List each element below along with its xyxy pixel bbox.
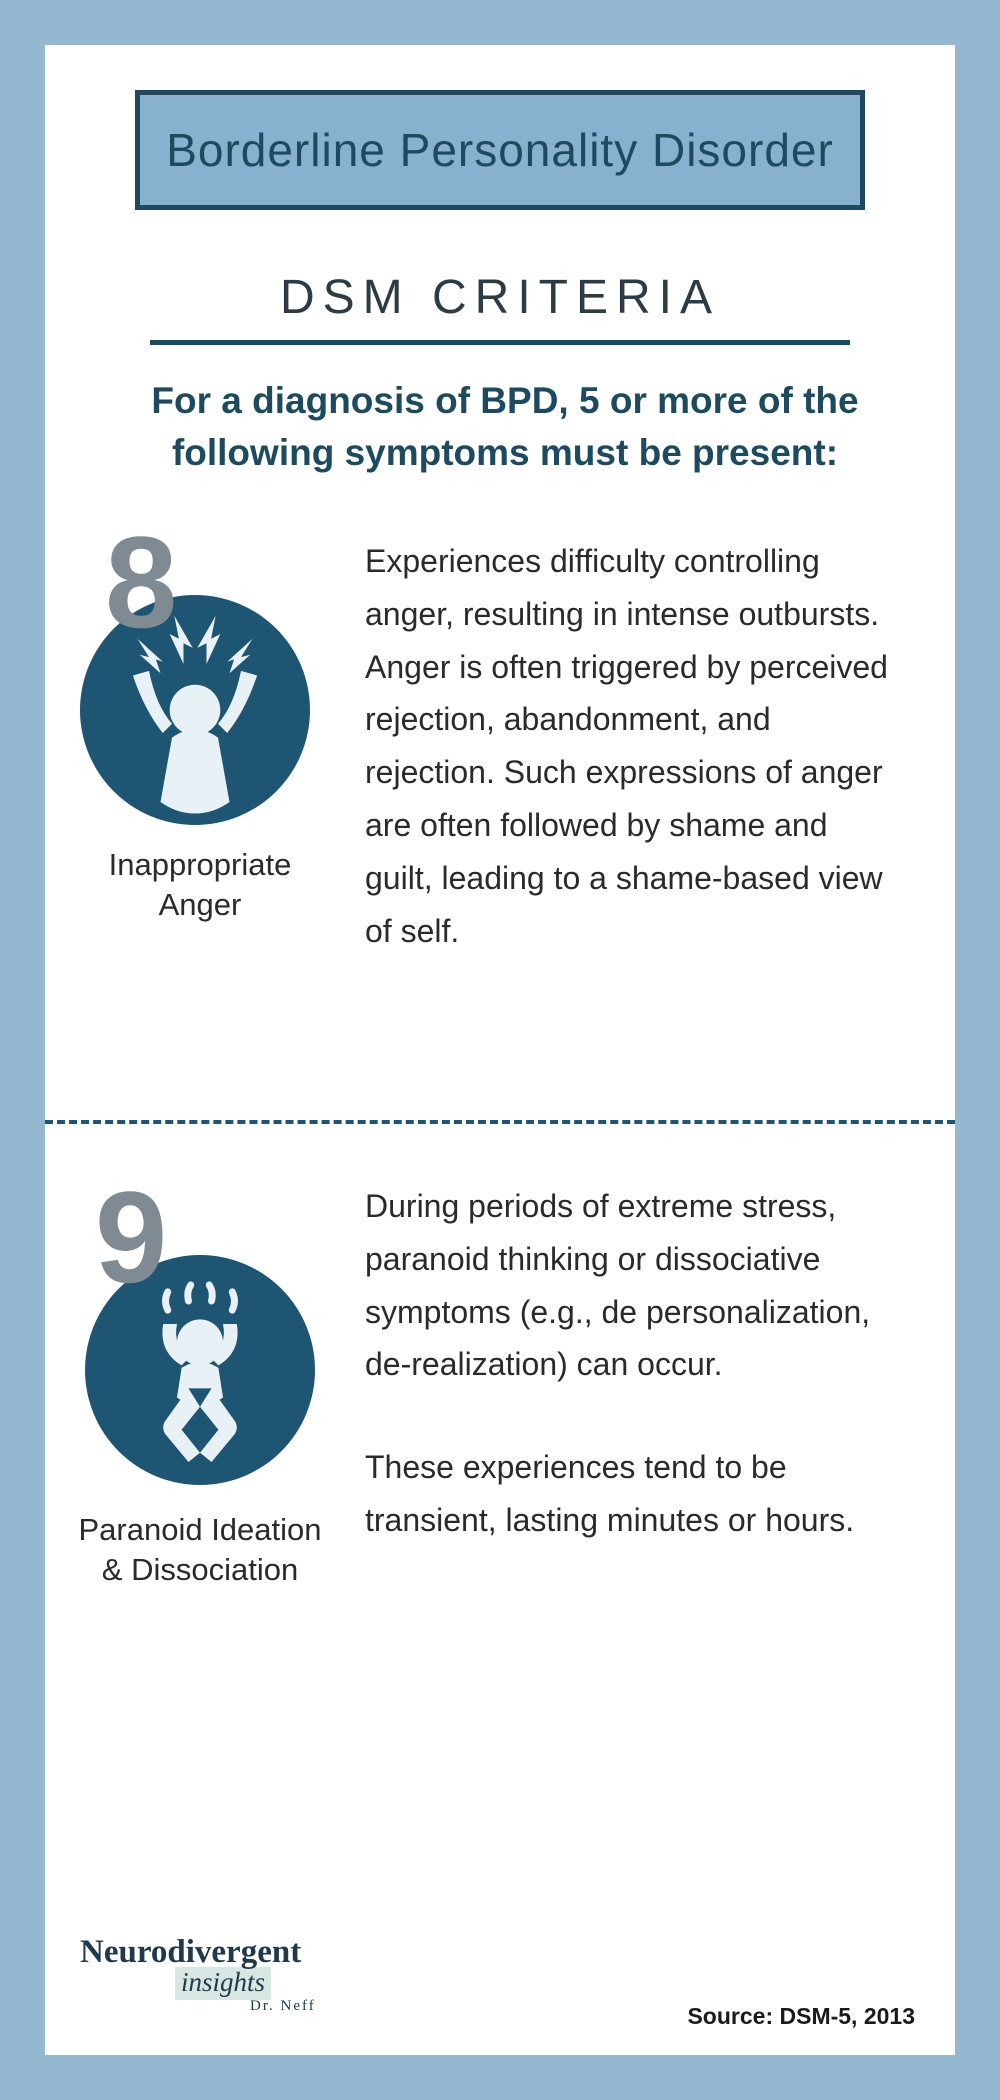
- brand-logo: Neurodivergent insights Dr. Neff: [80, 1934, 380, 2015]
- criterion-8: 8 Inappropriat: [45, 535, 955, 1075]
- criterion-9-para-2: These experiences tend to be transient, …: [365, 1441, 900, 1547]
- heading-rule: [150, 340, 850, 345]
- logo-sub-text: insights: [175, 1967, 271, 2000]
- logo-byline: Dr. Neff: [250, 1998, 380, 2015]
- criterion-8-body: Experiences difficulty controlling anger…: [355, 535, 955, 1075]
- criterion-9-number: 9: [95, 1172, 167, 1302]
- criterion-9-icon-col: 9: [45, 1180, 355, 1800]
- criterion-8-icon-col: 8 Inappropriat: [45, 535, 355, 1075]
- criterion-8-caption-line2: Anger: [159, 887, 242, 922]
- criterion-9-caption-line1: Paranoid Ideation: [78, 1512, 321, 1547]
- criterion-8-caption: Inappropriate Anger: [45, 845, 355, 926]
- content-card: Borderline Personality Disorder DSM CRIT…: [45, 45, 955, 2055]
- dashed-divider: [45, 1120, 955, 1124]
- title-box: Borderline Personality Disorder: [135, 90, 865, 210]
- page-title: Borderline Personality Disorder: [166, 123, 834, 177]
- section-heading: DSM CRITERIA: [45, 270, 955, 325]
- criterion-9: 9: [45, 1180, 955, 1800]
- criterion-9-body: During periods of extreme stress, parano…: [355, 1180, 955, 1800]
- source-citation: Source: DSM-5, 2013: [687, 2003, 915, 2030]
- criterion-9-caption-line2: & Dissociation: [102, 1552, 298, 1587]
- criterion-9-para-1: During periods of extreme stress, parano…: [365, 1180, 900, 1391]
- criterion-8-para-1: Experiences difficulty controlling anger…: [365, 535, 900, 957]
- criterion-9-caption: Paranoid Ideation & Dissociation: [45, 1510, 355, 1591]
- logo-main-text: Neurodivergent: [80, 1934, 301, 1971]
- criterion-8-caption-line1: Inappropriate: [109, 847, 292, 882]
- criterion-8-number: 8: [105, 517, 177, 647]
- intro-text: For a diagnosis of BPD, 5 or more of the…: [125, 375, 885, 479]
